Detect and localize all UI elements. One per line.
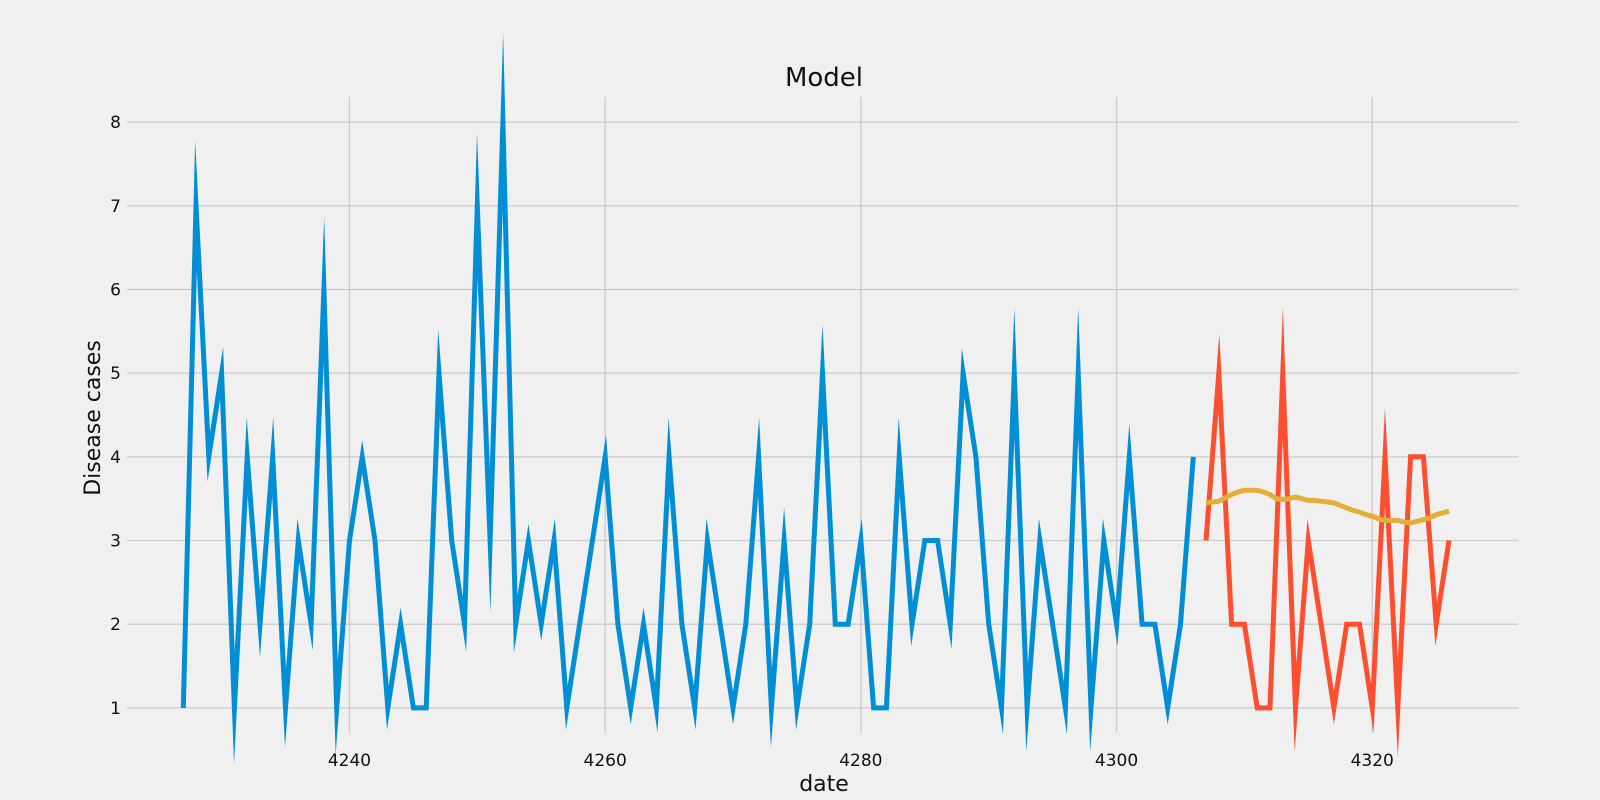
y-tick-label: 2 bbox=[110, 615, 121, 635]
x-tick-label: 4260 bbox=[584, 751, 627, 771]
y-tick-label: 3 bbox=[110, 532, 121, 552]
series-layer bbox=[180, 32, 1452, 764]
y-tick-label: 6 bbox=[110, 280, 121, 300]
series-line-valid bbox=[1203, 307, 1452, 758]
y-tick-label: 4 bbox=[110, 448, 121, 468]
x-axis-label: date bbox=[799, 772, 849, 797]
y-tick-label: 5 bbox=[110, 364, 121, 384]
y-axis-label: Disease cases bbox=[81, 340, 106, 496]
tick-labels: 1 2 3 4 5 6 7 8 4240 4260 4280 4300 4320 bbox=[110, 113, 1394, 771]
x-tick-label: 4320 bbox=[1351, 751, 1394, 771]
x-tick-label: 4280 bbox=[839, 751, 882, 771]
y-tick-label: 1 bbox=[110, 699, 121, 719]
x-tick-label: 4300 bbox=[1095, 751, 1138, 771]
y-tick-label: 7 bbox=[110, 197, 121, 217]
x-tick-label: 4240 bbox=[328, 751, 371, 771]
y-tick-label: 8 bbox=[110, 113, 121, 133]
chart-title: Model bbox=[785, 63, 863, 93]
series-line-train bbox=[180, 32, 1196, 764]
series-line-predictions bbox=[1205, 487, 1450, 526]
